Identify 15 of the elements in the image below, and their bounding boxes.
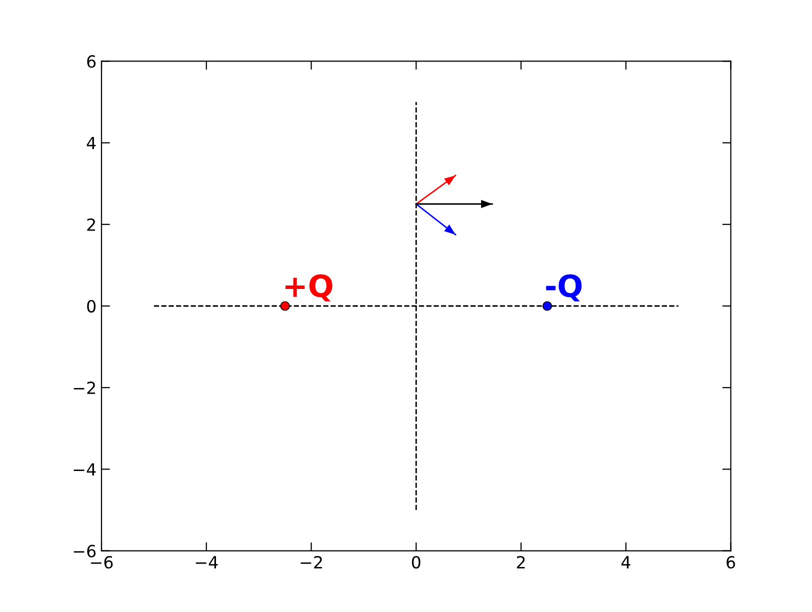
y-tick-label: 2 xyxy=(87,218,95,231)
y-tick-label: 6 xyxy=(87,55,96,68)
x-tick-label: −2 xyxy=(300,556,322,568)
series-label: -Q xyxy=(546,274,582,302)
y-tick-label: 4 xyxy=(86,136,96,150)
y-tick-label: −2 xyxy=(74,382,95,394)
x-tick-label: 6 xyxy=(726,556,736,569)
x-tick-label: 2 xyxy=(516,556,525,568)
x-tick-label: 4 xyxy=(621,556,630,568)
series-label: +Q xyxy=(286,274,332,302)
y-tick-label: 0 xyxy=(87,300,96,313)
y-tick-label: −6 xyxy=(74,544,96,558)
x-tick-label: 0 xyxy=(412,556,420,569)
y-tick-label: −4 xyxy=(74,463,96,476)
x-tick-label: −4 xyxy=(196,556,218,568)
